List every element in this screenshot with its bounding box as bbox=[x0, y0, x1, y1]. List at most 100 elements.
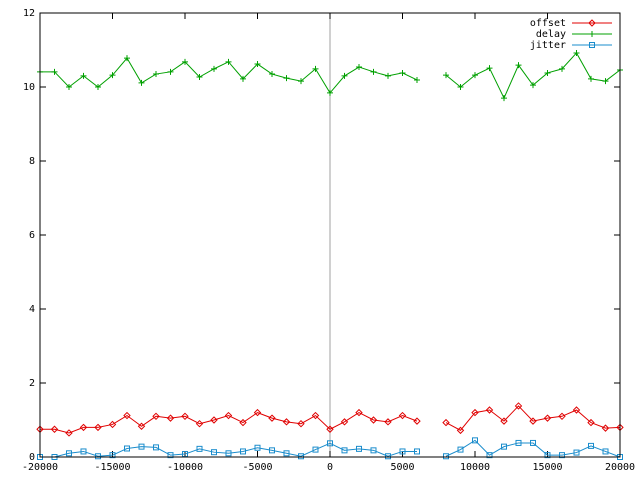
point bbox=[211, 449, 217, 456]
point bbox=[283, 450, 290, 457]
point bbox=[80, 72, 87, 79]
point bbox=[50, 425, 59, 433]
point bbox=[225, 450, 232, 457]
point bbox=[153, 71, 159, 78]
x-tick-label: -20000 bbox=[22, 462, 58, 473]
point bbox=[356, 445, 362, 452]
x-tick-label: 5000 bbox=[390, 462, 414, 473]
point bbox=[326, 425, 334, 433]
point bbox=[369, 416, 378, 424]
point bbox=[399, 69, 406, 76]
point bbox=[501, 95, 507, 102]
point bbox=[124, 55, 130, 62]
point bbox=[472, 437, 478, 444]
point bbox=[514, 402, 523, 410]
y-tick-label: 6 bbox=[29, 230, 35, 241]
point bbox=[167, 68, 174, 75]
point bbox=[95, 453, 101, 460]
y-tick-label: 12 bbox=[23, 8, 35, 19]
point bbox=[51, 68, 58, 75]
point bbox=[588, 19, 596, 27]
point bbox=[225, 58, 232, 65]
x-tick-label: -15000 bbox=[94, 462, 130, 473]
point bbox=[224, 411, 233, 420]
point bbox=[559, 452, 565, 459]
point bbox=[544, 452, 551, 459]
point bbox=[340, 418, 349, 426]
point bbox=[95, 84, 101, 90]
point bbox=[167, 452, 174, 459]
point bbox=[240, 75, 246, 82]
point bbox=[559, 65, 565, 72]
point bbox=[195, 419, 204, 428]
point bbox=[355, 408, 363, 417]
x-tick-label: 10000 bbox=[460, 462, 490, 473]
point bbox=[152, 412, 160, 421]
point bbox=[153, 444, 159, 451]
point bbox=[588, 75, 594, 82]
point bbox=[327, 89, 333, 96]
point bbox=[282, 418, 291, 426]
point bbox=[79, 423, 88, 432]
point bbox=[414, 76, 420, 83]
point bbox=[254, 444, 261, 451]
point bbox=[66, 450, 72, 457]
point bbox=[298, 453, 304, 460]
point bbox=[457, 446, 464, 453]
point bbox=[327, 440, 333, 447]
point bbox=[123, 411, 131, 420]
point bbox=[544, 69, 551, 76]
point bbox=[80, 448, 87, 455]
point bbox=[558, 412, 566, 421]
point bbox=[269, 447, 275, 454]
point bbox=[543, 414, 552, 422]
point bbox=[529, 417, 537, 425]
x-tick-label: 0 bbox=[327, 462, 333, 473]
point bbox=[138, 443, 145, 450]
point bbox=[501, 443, 507, 450]
point bbox=[166, 414, 175, 422]
point bbox=[124, 445, 130, 452]
point bbox=[443, 72, 449, 79]
point bbox=[601, 424, 610, 432]
y-tick-label: 10 bbox=[23, 82, 35, 93]
point bbox=[239, 418, 247, 427]
y-tick-label: 4 bbox=[29, 304, 35, 315]
point bbox=[399, 448, 406, 455]
point bbox=[370, 447, 377, 454]
series-line bbox=[40, 405, 621, 434]
point bbox=[312, 446, 319, 453]
point bbox=[443, 453, 449, 460]
point bbox=[370, 68, 377, 75]
y-tick-label: 2 bbox=[29, 378, 35, 389]
point bbox=[587, 418, 595, 427]
point bbox=[589, 42, 595, 48]
point bbox=[356, 64, 362, 71]
point bbox=[283, 75, 290, 82]
point bbox=[500, 417, 508, 425]
point bbox=[457, 84, 464, 90]
y-tick-label: 0 bbox=[29, 452, 35, 463]
point bbox=[298, 78, 304, 85]
x-tick-label: 15000 bbox=[532, 462, 562, 473]
point bbox=[268, 414, 276, 422]
point bbox=[472, 72, 478, 79]
legend-label: offset bbox=[530, 18, 566, 29]
point bbox=[456, 426, 465, 435]
point bbox=[486, 65, 493, 72]
point bbox=[385, 453, 391, 460]
point bbox=[442, 418, 450, 427]
point bbox=[66, 84, 72, 90]
point bbox=[138, 79, 145, 86]
point bbox=[94, 423, 102, 432]
point bbox=[182, 58, 188, 65]
point bbox=[515, 439, 522, 446]
point bbox=[210, 416, 218, 424]
point bbox=[398, 411, 407, 420]
point bbox=[384, 418, 392, 426]
point bbox=[240, 448, 246, 455]
point bbox=[254, 61, 261, 68]
plot-border bbox=[39, 12, 621, 458]
point bbox=[109, 452, 116, 459]
